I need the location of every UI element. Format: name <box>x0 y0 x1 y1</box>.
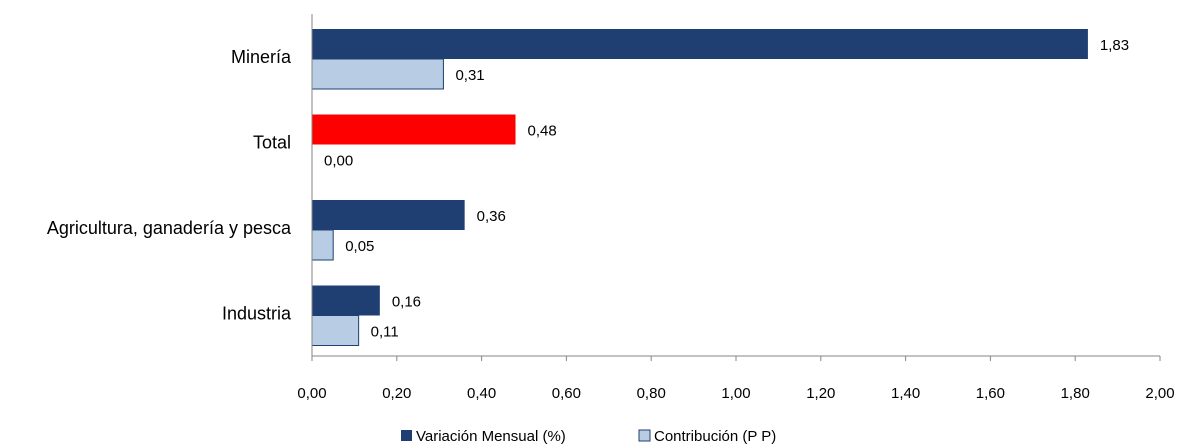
legend-swatch-contribucion <box>638 429 651 442</box>
data-label: 0,16 <box>392 294 421 311</box>
x-ticks-group: 0,00 0,20 0,40 0,60 0,80 1,00 1,20 1,40 1,60 1,80… <box>297 356 1175 402</box>
x-tick-label: 1,80 <box>1061 385 1090 402</box>
bar-variacion-mensual <box>312 114 516 145</box>
x-tick-label: 1,20 <box>806 385 835 402</box>
x-tick-label: 0,80 <box>637 385 666 402</box>
category-labels-group: Minería Total Agricultura, ganadería y pes… <box>47 47 292 324</box>
data-label: 0,36 <box>477 208 506 225</box>
bar-variacion-mensual <box>312 200 465 230</box>
bar-contribucion <box>311 58 444 90</box>
x-tick-label: 1,60 <box>976 385 1005 402</box>
bar-contribucion <box>311 315 360 346</box>
data-label: 0,11 <box>371 324 399 341</box>
bar-variacion-mensual <box>312 29 1088 59</box>
bar-variacion-mensual <box>312 285 380 316</box>
x-tick-label: 2,00 <box>1145 385 1174 402</box>
category-label: Industria <box>222 303 292 323</box>
x-tick-label: 0,20 <box>382 385 411 402</box>
bars-group <box>311 29 1088 346</box>
category-label: Total <box>253 132 291 152</box>
x-tick-label: 0,00 <box>297 385 326 402</box>
legend-label-contribucion: Contribución (P P) <box>654 428 776 445</box>
data-label: 0,48 <box>528 123 557 140</box>
x-tick-label: 1,00 <box>721 385 750 402</box>
bar-contribucion <box>311 229 334 261</box>
data-label: 0,05 <box>345 238 374 255</box>
legend-swatch-variacion <box>401 430 412 441</box>
legend-label-variacion: Variación Mensual (%) <box>416 428 566 445</box>
data-labels-group: 1,83 0,31 0,48 0,00 0,36 0,05 0,16 0,11 <box>324 37 1129 341</box>
legend: Variación Mensual (%) Contribución (P P) <box>401 428 776 445</box>
data-label: 0,00 <box>324 153 353 170</box>
category-label: Minería <box>231 47 292 67</box>
category-label: Agricultura, ganadería y pesca <box>47 218 292 238</box>
x-tick-label: 0,60 <box>552 385 581 402</box>
data-label: 1,83 <box>1100 37 1129 54</box>
x-tick-label: 0,40 <box>467 385 496 402</box>
data-label: 0,31 <box>455 67 484 84</box>
x-tick-label: 1,40 <box>891 385 920 402</box>
